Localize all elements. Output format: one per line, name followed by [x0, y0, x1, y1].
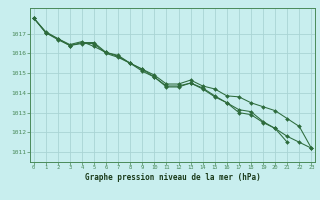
X-axis label: Graphe pression niveau de la mer (hPa): Graphe pression niveau de la mer (hPa) — [84, 173, 260, 182]
